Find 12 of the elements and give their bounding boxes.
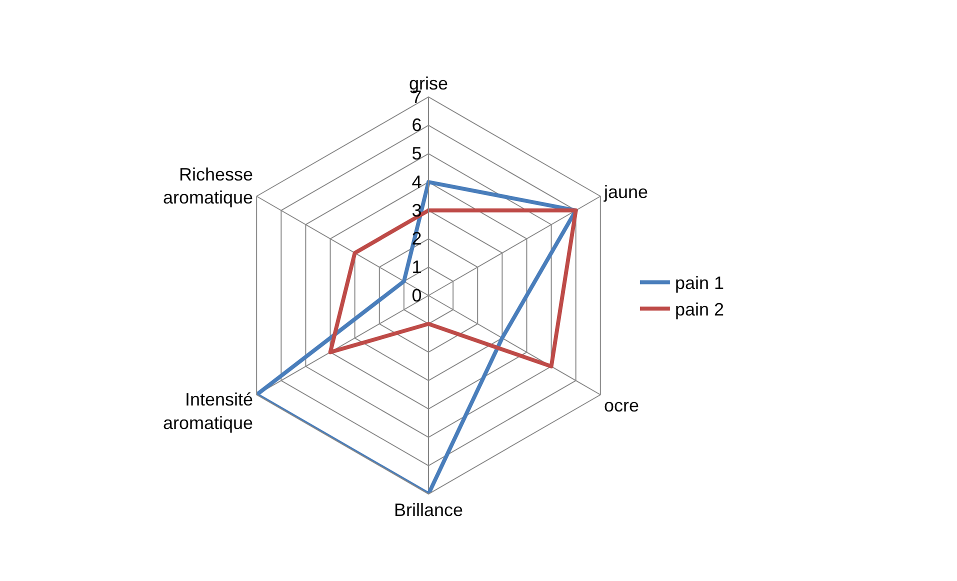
y-tick-label: 1 [412,256,422,277]
y-tick-label: 5 [412,144,422,164]
spoke-label: Brillance [394,500,464,520]
spoke-label: jaune [602,182,648,202]
y-tick-label: 6 [412,115,422,136]
y-tick-label: 4 [412,172,422,192]
legend-label: pain 1 [674,273,724,294]
legend-label: pain 2 [674,300,724,320]
spoke-label: Richesse aromatique [162,164,254,208]
y-tick-label: 0 [412,285,422,306]
spoke-label: ocre [604,395,639,416]
spoke-label: Intensité aromatique [162,389,254,433]
